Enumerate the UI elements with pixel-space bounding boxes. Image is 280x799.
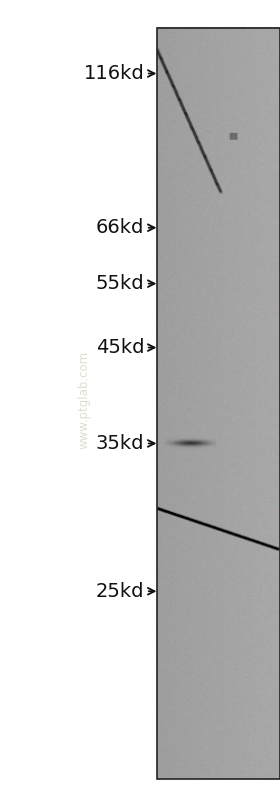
Text: www.ptglab.com: www.ptglab.com bbox=[78, 351, 90, 448]
Text: 66kd: 66kd bbox=[96, 218, 144, 237]
Bar bbox=[157, 28, 280, 779]
Text: 116kd: 116kd bbox=[84, 64, 144, 83]
Text: 25kd: 25kd bbox=[96, 582, 144, 601]
Text: 45kd: 45kd bbox=[96, 338, 144, 357]
Text: 35kd: 35kd bbox=[96, 434, 144, 453]
Text: 55kd: 55kd bbox=[96, 274, 144, 293]
